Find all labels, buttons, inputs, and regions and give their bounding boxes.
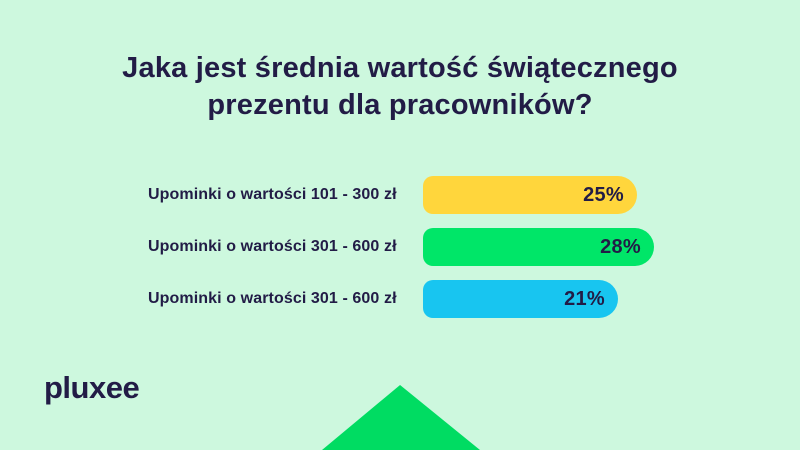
value-bar-green: 28% [423,228,654,266]
pluxee-logo: pluxee [44,370,140,405]
bar-category-label: Upominki o wartości 101 - 300 zł [148,186,397,203]
value-bar-blue: 21% [423,280,618,318]
bar-category-label: Upominki o wartości 301 - 600 zł [148,238,397,255]
bar-category-label: Upominki o wartości 301 - 600 zł [148,290,397,307]
value-bar-yellow: 25% [423,176,637,214]
bar-value-label: 21% [564,287,605,310]
bar-chart: Upominki o wartości 101 - 300 zł 25% Upo… [148,176,654,332]
chart-title-line2: prezentu dla pracowników? [207,89,593,121]
bar-row: Upominki o wartości 101 - 300 zł 25% [148,176,654,214]
bar-value-label: 25% [583,183,624,206]
bar-row: Upominki o wartości 301 - 600 zł 21% [148,280,654,318]
bar-row: Upominki o wartości 301 - 600 zł 28% [148,228,654,266]
chart-title: Jaka jest średnia wartość świątecznego p… [0,50,800,124]
bar-value-label: 28% [600,235,641,258]
arrow-up-decoration [322,385,480,450]
chart-title-line1: Jaka jest średnia wartość świątecznego [122,52,678,84]
